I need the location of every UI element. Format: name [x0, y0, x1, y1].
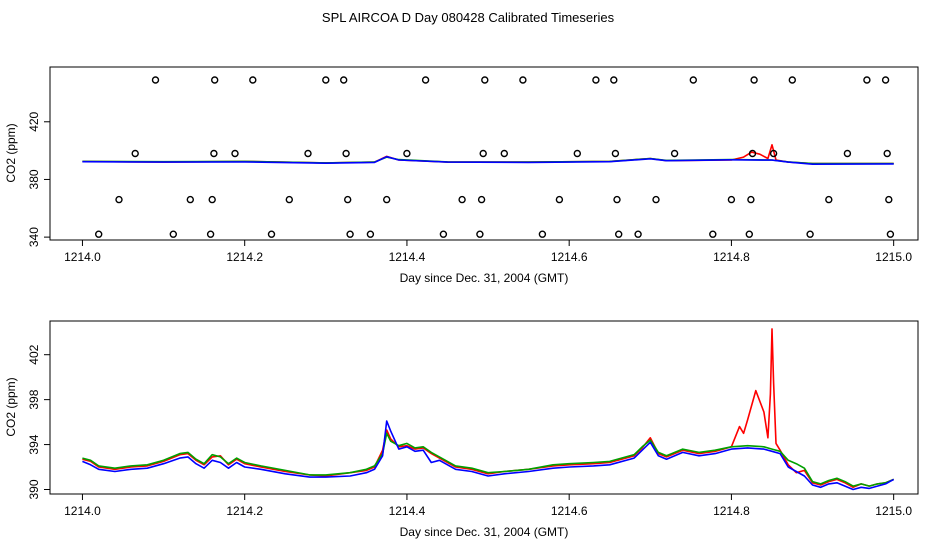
top-x-tick-label: 1214.6 [551, 250, 588, 264]
top-marker-point [383, 195, 391, 204]
top-y-axis-label: CO2 (ppm) [4, 123, 18, 182]
bottom-x-axis-label: Day since Dec. 31, 2004 (GMT) [400, 525, 569, 539]
top-series-line-blue [82, 155, 894, 165]
bottom-x-tick-label: 1214.2 [226, 504, 263, 518]
top-marker-point [479, 149, 487, 158]
top-marker-point [788, 76, 796, 84]
top-x-tick-label: 1214.0 [64, 250, 101, 264]
top-marker-point [304, 149, 312, 158]
top-marker-point [885, 195, 893, 204]
top-marker-point [151, 76, 160, 84]
bottom-y-tick-label: 390 [27, 479, 41, 499]
top-marker-point [573, 149, 581, 158]
top-marker-point [458, 195, 466, 204]
top-marker-point [750, 76, 758, 84]
top-marker-point [322, 76, 330, 84]
top-marker-point [769, 149, 778, 158]
top-marker-point [727, 195, 736, 204]
bottom-y-tick-label: 394 [27, 434, 41, 454]
top-marker-point [670, 149, 679, 158]
top-marker-point [745, 230, 753, 238]
top-panel: 1214.0 1214.2 1214.4 1214.6 1214.8 1215.0 340 3… [4, 66, 919, 285]
top-marker-point [555, 195, 564, 204]
top-marker-point [883, 149, 891, 158]
bottom-x-tick-label: 1214.6 [551, 504, 588, 518]
top-marker-point [249, 76, 257, 84]
top-x-tick-label: 1214.4 [389, 250, 426, 264]
bottom-y-tick-label: 398 [27, 389, 41, 409]
top-marker-point [169, 230, 178, 238]
top-marker-point [439, 230, 448, 238]
top-y-tick-label: 420 [27, 111, 41, 131]
top-marker-point [886, 230, 895, 238]
top-marker-point [210, 149, 218, 158]
top-marker-point [115, 195, 123, 204]
bottom-x-tick-label: 1214.4 [389, 504, 426, 518]
top-marker-point [652, 195, 660, 204]
top-marker-point [538, 230, 547, 238]
top-marker-point [285, 195, 293, 204]
top-marker-point [519, 76, 527, 84]
bottom-x-tick-label: 1214.8 [713, 504, 750, 518]
top-marker-point [403, 149, 411, 158]
top-marker-point [863, 76, 871, 84]
top-marker-point [613, 195, 621, 204]
bottom-x-tick-label: 1215.0 [875, 504, 912, 518]
top-marker-point [611, 149, 620, 158]
top-plot-frame [49, 66, 919, 241]
top-marker-point [421, 76, 430, 84]
top-marker-point [615, 230, 623, 238]
top-x-tick-label: 1214.8 [713, 250, 750, 264]
top-marker-point [610, 76, 618, 84]
top-marker-point [825, 195, 833, 204]
top-marker-point [340, 76, 348, 84]
top-marker-point [689, 76, 697, 84]
top-marker-point [477, 195, 486, 204]
top-marker-point [709, 230, 717, 238]
top-y-tick-label: 380 [27, 169, 41, 189]
top-marker-point [592, 76, 600, 84]
top-marker-point [476, 230, 484, 238]
bottom-series-line-green [82, 432, 895, 487]
top-marker-point [366, 230, 375, 238]
top-marker-point [747, 195, 755, 204]
top-x-tick-label: 1215.0 [875, 250, 912, 264]
bottom-x-tick-label: 1214.0 [64, 504, 101, 518]
top-marker-point [131, 149, 139, 158]
top-marker-point [346, 230, 354, 238]
bottom-plot-frame [49, 320, 919, 495]
top-x-tick-label: 1214.2 [226, 250, 263, 264]
top-marker-point [344, 195, 352, 204]
top-marker-point [881, 76, 890, 84]
bottom-y-axis-label: CO2 (ppm) [4, 377, 18, 436]
top-marker-point [231, 149, 239, 158]
top-marker-point [500, 149, 508, 158]
top-marker-point [186, 195, 195, 204]
top-y-tick-label: 340 [27, 227, 41, 247]
top-marker-point [206, 230, 215, 238]
top-marker-point [342, 149, 350, 158]
top-marker-point [843, 149, 852, 158]
top-marker-point [806, 230, 814, 238]
top-x-axis-label: Day since Dec. 31, 2004 (GMT) [400, 271, 569, 285]
bottom-panel: 1214.0 1214.2 1214.4 1214.6 1214.8 1215.0 390 3… [4, 320, 919, 539]
top-marker-point [267, 230, 276, 238]
figure-title: SPL AIRCOA D Day 080428 Calibrated Times… [322, 10, 615, 25]
top-marker-point [481, 76, 489, 84]
bottom-y-tick-label: 402 [27, 344, 41, 364]
top-marker-point [748, 149, 757, 158]
bottom-series-line-blue [82, 420, 895, 491]
top-marker-point [210, 76, 219, 84]
top-marker-point [94, 230, 103, 238]
top-marker-point [634, 230, 642, 238]
top-marker-point [208, 195, 216, 204]
